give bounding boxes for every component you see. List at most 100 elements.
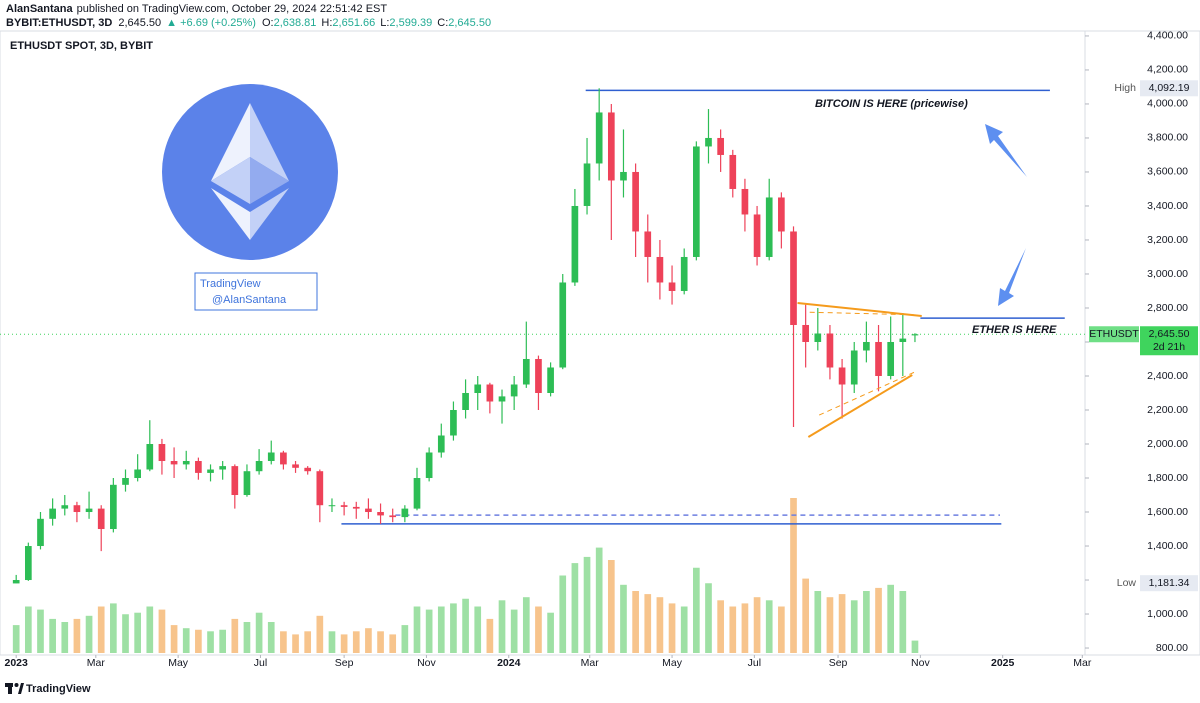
candle-body — [875, 341, 882, 376]
volume-bar — [425, 609, 433, 653]
logo-facet — [250, 103, 289, 181]
volume-bar — [195, 629, 202, 653]
x-tick-label: Jul — [748, 657, 761, 669]
candle-body — [219, 466, 227, 470]
ohlc-label: L: — [380, 17, 389, 29]
y-tick-label: 3,200.00 — [1147, 234, 1188, 246]
price-box — [1140, 80, 1198, 97]
ohlc-value: 2,638.81 — [274, 17, 317, 29]
candle-body — [765, 197, 773, 257]
candle-body — [352, 506, 360, 509]
volume-bar — [644, 594, 652, 653]
volume-bar — [243, 622, 251, 653]
x-tick-label: May — [662, 657, 683, 669]
volume-bar — [547, 612, 554, 653]
candle-body — [195, 461, 202, 473]
y-tick-label: 4,400.00 — [1147, 30, 1188, 42]
candle-body — [377, 512, 384, 516]
volume-bar — [607, 560, 615, 653]
price: 2,645.50 — [118, 17, 161, 29]
volume-bar — [535, 606, 542, 653]
candles — [12, 88, 919, 584]
candle-body — [705, 137, 712, 147]
volume-bar — [292, 634, 299, 653]
candle-body — [814, 333, 822, 342]
volume-bar — [12, 625, 20, 653]
volume-bar — [838, 594, 846, 653]
candle-body — [316, 471, 324, 506]
y-tick-label: 3,600.00 — [1147, 166, 1188, 178]
volume-bar — [583, 556, 591, 653]
x-tick-label: May — [168, 657, 189, 669]
candle-body — [413, 478, 421, 509]
volume-bar — [450, 603, 457, 653]
volume-bar — [37, 609, 44, 653]
volume-bar — [328, 631, 336, 653]
volume-bar — [365, 628, 372, 653]
candle-body — [644, 231, 652, 257]
ohlc-value: 2,651.66 — [332, 17, 375, 29]
candle-body — [717, 137, 724, 155]
y-tick-label: 3,400.00 — [1147, 200, 1188, 212]
logo-mark — [14, 683, 19, 687]
volume-bar — [474, 606, 482, 653]
volume-bar — [73, 618, 81, 653]
volume-bar — [170, 625, 178, 653]
x-tick-label: Sep — [829, 657, 848, 669]
footer-logo: TradingView — [5, 683, 91, 695]
y-tick-label: 2,800.00 — [1147, 302, 1188, 314]
candle-body — [122, 478, 129, 485]
watermark-box — [194, 272, 318, 311]
candle-body — [280, 452, 287, 465]
candle-body — [729, 154, 737, 189]
symbol-line: BYBIT:ETHUSDT, 3D 2,645.50 ▲ +6.69 (+0.25%… — [6, 17, 491, 29]
candle-body — [863, 341, 870, 351]
change: ▲ +6.69 (+0.25%) — [166, 17, 256, 29]
candle-body — [668, 282, 676, 291]
candle-body — [437, 435, 445, 453]
y-tick-label: 2,400.00 — [1147, 370, 1188, 382]
logo-facet — [250, 157, 289, 204]
x-tick-label: Sep — [335, 657, 354, 669]
candle-body — [778, 197, 785, 232]
candle-body — [522, 358, 530, 385]
candle-body — [547, 367, 554, 393]
y-tick-label: 3,800.00 — [1147, 132, 1188, 144]
published: published on TradingView.com, October 29… — [77, 3, 388, 15]
volume-bar — [389, 634, 397, 653]
price-box — [1140, 326, 1198, 356]
trend-line — [797, 302, 922, 317]
volume-bar — [316, 615, 324, 653]
ohlc-value: 2,645.50 — [448, 17, 491, 29]
candle-body — [583, 163, 591, 206]
candle-body — [231, 466, 239, 496]
x-tick-label: Mar — [87, 657, 106, 669]
price-name: Low — [1117, 577, 1137, 589]
volume-bar — [61, 622, 69, 653]
trend-line — [807, 374, 913, 438]
volume-bar — [753, 597, 761, 653]
logo-facet — [211, 157, 250, 204]
candle-body — [401, 508, 409, 518]
volume-bar — [110, 603, 117, 653]
candle-body — [595, 112, 603, 164]
price-value: 4,092.19 — [1149, 82, 1190, 94]
volume-bar — [826, 597, 834, 653]
volume-bar — [267, 622, 275, 653]
volume-bar — [571, 563, 579, 653]
volume-bar — [340, 634, 348, 653]
candle-body — [486, 384, 494, 402]
logo-facet — [211, 103, 250, 181]
volume-bar — [219, 629, 227, 653]
ohlc-label: O: — [262, 17, 274, 29]
candle-body — [620, 171, 627, 181]
candle-body — [207, 469, 214, 473]
volume-bar — [146, 606, 154, 653]
candle-body — [887, 341, 895, 376]
header-line: AlanSantana published on TradingView.com,… — [6, 3, 387, 15]
x-tick-label: 2024 — [497, 657, 521, 669]
y-tick-label: 1,000.00 — [1147, 608, 1188, 620]
y-tick-label: 800.00 — [1156, 642, 1188, 654]
volume-bar — [802, 578, 809, 653]
